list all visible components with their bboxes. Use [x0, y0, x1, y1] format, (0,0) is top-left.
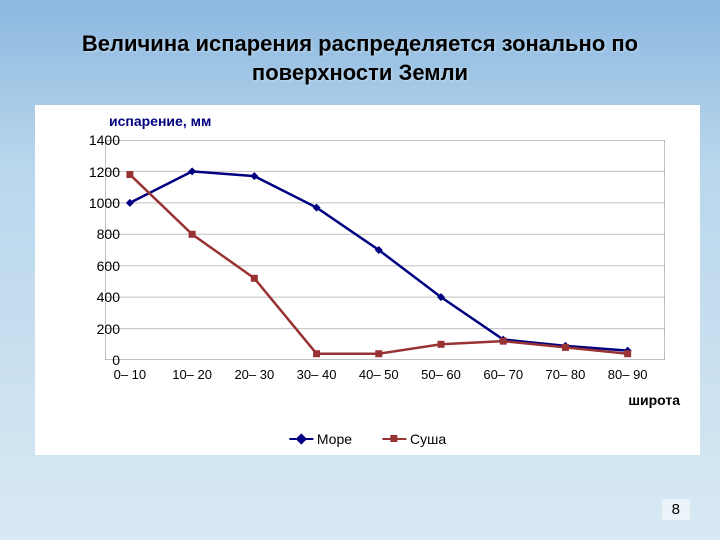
- y-tick-label: 200: [80, 322, 120, 336]
- y-tick-label: 600: [80, 259, 120, 273]
- slide: Величина испарения распределяется зональ…: [0, 0, 720, 540]
- legend-item: Суша: [382, 431, 446, 447]
- legend-item: Море: [289, 431, 352, 447]
- y-tick-label: 1400: [80, 133, 120, 147]
- chart-legend: Море Суша: [289, 431, 446, 447]
- y-axis-title: испарение, мм: [109, 113, 211, 129]
- x-tick-label: 10– 20: [172, 367, 212, 382]
- x-tick-label: 60– 70: [483, 367, 523, 382]
- y-tick-label: 1200: [80, 165, 120, 179]
- chart-plot: [105, 140, 665, 360]
- legend-swatch: [382, 438, 406, 440]
- y-tick-label: 800: [80, 227, 120, 241]
- page-number: 8: [662, 499, 690, 520]
- legend-label: Море: [317, 431, 352, 447]
- x-tick-label: 20– 30: [234, 367, 274, 382]
- slide-title: Величина испарения распределяется зональ…: [35, 30, 685, 87]
- x-tick-label: 70– 80: [546, 367, 586, 382]
- x-tick-label: 30– 40: [297, 367, 337, 382]
- x-tick-label: 80– 90: [608, 367, 648, 382]
- y-tick-label: 400: [80, 290, 120, 304]
- x-axis-title: широта: [628, 392, 680, 408]
- legend-label: Суша: [410, 431, 446, 447]
- legend-swatch: [289, 438, 313, 440]
- y-tick-label: 1000: [80, 196, 120, 210]
- y-tick-label: 0: [80, 353, 120, 367]
- x-tick-label: 40– 50: [359, 367, 399, 382]
- x-tick-label: 50– 60: [421, 367, 461, 382]
- x-tick-label: 0– 10: [114, 367, 147, 382]
- chart-container: испарение, мм широта 0 200 400 600 800 1000 12…: [35, 105, 700, 455]
